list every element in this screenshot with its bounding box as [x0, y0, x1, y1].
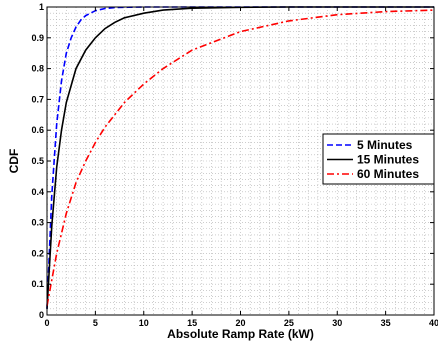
y-tick-label: 0.4 — [31, 187, 44, 197]
series-line-3 — [46, 9, 435, 306]
x-tick-label: 20 — [235, 318, 245, 328]
x-tick-label: 35 — [381, 318, 391, 328]
x-tick-label: 40 — [429, 318, 438, 328]
y-tick-label: 0.3 — [31, 218, 44, 228]
legend-label-2: 15 Minutes — [357, 153, 419, 167]
y-tick-label: 0 — [39, 310, 44, 320]
y-axis-label: CDF — [7, 149, 21, 174]
y-tick-label: 0.6 — [31, 125, 44, 135]
x-tick-label: 0 — [44, 318, 49, 328]
legend-label-1: 5 Minutes — [357, 138, 413, 152]
tick-marks — [46, 6, 435, 316]
x-tick-label: 25 — [284, 318, 294, 328]
y-tick-label: 0.7 — [31, 94, 44, 104]
y-tick-label: 1 — [39, 2, 44, 12]
y-tick-label: 0.1 — [31, 279, 44, 289]
y-tick-label: 0.2 — [31, 248, 44, 258]
y-tick-label: 0.5 — [31, 156, 44, 166]
x-tick-label: 15 — [187, 318, 197, 328]
y-tick-label: 0.8 — [31, 64, 44, 74]
y-tick-labels: 0 0.1 0.2 0.3 0.4 0.5 0.6 0.7 0.8 0.9 1 — [31, 2, 44, 320]
y-tick-label: 0.9 — [31, 33, 44, 43]
x-tick-labels: 0 5 10 15 20 25 30 35 40 — [44, 318, 438, 328]
x-axis-label: Absolute Ramp Rate (kW) — [167, 327, 314, 341]
x-tick-label: 30 — [332, 318, 342, 328]
x-tick-label: 5 — [93, 318, 98, 328]
legend-label-3: 60 Minutes — [357, 167, 419, 181]
x-tick-label: 10 — [139, 318, 149, 328]
